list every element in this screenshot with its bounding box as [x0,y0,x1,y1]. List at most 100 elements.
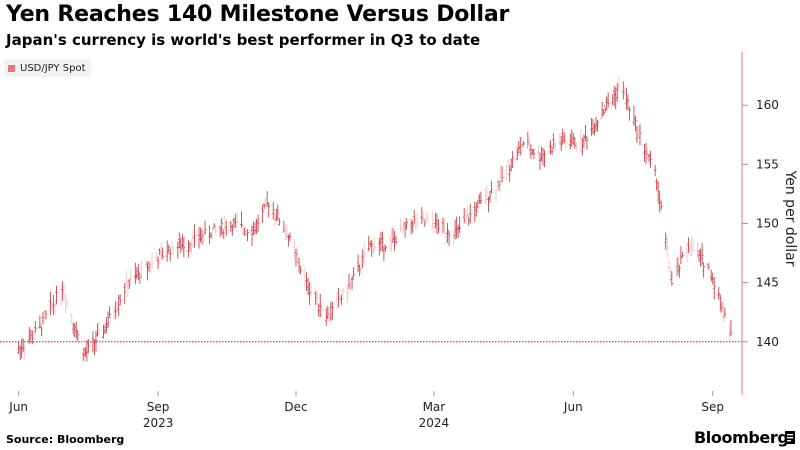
chart-title: Yen Reaches 140 Milestone Versus Dollar [6,2,510,27]
price-bar [623,87,627,96]
price-bar [80,352,84,360]
x-tick-label: Sep [701,400,724,414]
price-bar [358,264,362,277]
price-bar [573,137,577,149]
price-bar [602,109,606,116]
price-bar [547,142,551,155]
price-bar [574,142,578,152]
price-bar [538,152,542,170]
legend: USD/JPY Spot [4,59,91,77]
price-bar [635,126,639,143]
price-bar [340,294,343,305]
price-bar [412,209,416,224]
price-bar [670,271,674,286]
price-bar [611,94,615,106]
price-bar [314,290,318,305]
price-bar [527,137,531,157]
price-bar [123,282,127,304]
price-bar [615,83,619,102]
x-tick-label: Jun [8,400,28,414]
price-bar [197,227,201,249]
price-bar [318,294,322,317]
price-bar [346,285,349,303]
y-axis-label: Yen per dollar [782,170,798,267]
price-bar [462,207,466,224]
price-bar [585,136,589,150]
price-bar [373,237,377,250]
price-bar [549,140,552,155]
price-bar [285,224,289,241]
price-bar [515,147,519,161]
price-bar [580,137,584,156]
price-bar [129,268,133,285]
price-bar [403,221,407,238]
price-bar [505,164,509,181]
price-bar [388,234,392,253]
price-bar [140,260,143,279]
price-bar [182,236,186,258]
price-bar [494,185,498,203]
price-bar [320,299,324,318]
price-bar [246,229,249,242]
price-bar [720,302,724,313]
price-bar [114,301,118,319]
price-bar [52,294,55,315]
price-bar [415,212,419,229]
price-bar [405,218,409,230]
price-bar [452,231,455,245]
price-bars [17,76,733,362]
price-bar [262,203,266,210]
x-year-label: 2023 [143,416,174,430]
price-bar [543,150,546,168]
price-bar [383,244,387,252]
price-bar [579,128,583,152]
price-bar [603,104,607,113]
price-bar [626,94,630,110]
price-bar [296,246,299,263]
price-bar [253,222,257,235]
price-bar [124,270,128,289]
price-bar [367,235,371,252]
price-bar [653,164,657,177]
y-tick-label: 160 [756,98,779,112]
price-bar [564,134,568,148]
price-bar [712,277,716,300]
price-bar [700,242,704,266]
price-bar [306,278,310,295]
price-bar [230,224,234,236]
price-bar [474,202,478,217]
price-bar [411,219,415,233]
price-bar [256,214,260,233]
price-bar [44,310,48,320]
price-bar [506,159,510,169]
price-bar [612,85,616,107]
price-bar [341,288,345,298]
price-bar [718,294,722,311]
price-bar [293,239,296,261]
price-bar [465,205,469,219]
price-bar [532,148,536,160]
price-bar [679,246,683,265]
price-bar [687,237,690,253]
price-bar [664,232,668,250]
price-bar [361,249,365,268]
price-bar [656,180,660,203]
price-bar [441,217,445,234]
price-bar [135,267,139,280]
price-bar [252,221,255,235]
bloomberg-logo: Bloomberg [694,428,789,447]
price-bar [337,287,340,308]
price-bar [218,226,222,238]
price-bar [180,233,184,249]
price-bar [32,329,36,339]
price-bar [447,230,451,246]
price-bar [537,145,540,158]
price-bar [21,338,25,353]
price-bar [473,201,477,222]
price-bar [685,244,689,263]
price-bar [97,321,101,335]
price-bar [655,178,659,191]
price-bar [350,275,354,290]
price-bar [614,87,618,110]
price-bar [508,165,512,183]
